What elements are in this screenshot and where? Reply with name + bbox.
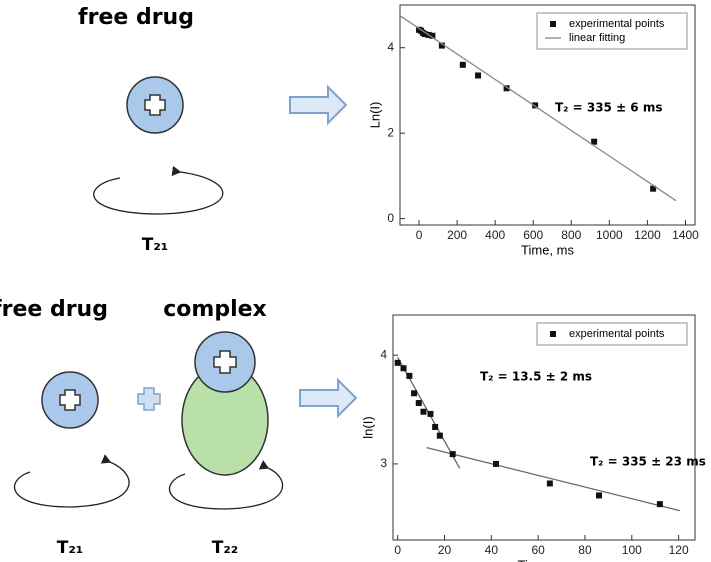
complex	[181, 331, 269, 476]
rotation-arrow	[93, 165, 224, 215]
annotation: T₂ = 13.5 ± 2 ms	[480, 370, 592, 384]
plot-frame	[392, 314, 696, 541]
data-point	[493, 460, 500, 467]
x-tick-label: 1200	[634, 228, 661, 242]
drug-molecule	[126, 76, 184, 134]
period: T₂₁	[142, 235, 169, 255]
data-point	[650, 185, 657, 192]
fit-line	[426, 446, 680, 512]
data-point	[415, 400, 422, 407]
x-tick-label: 600	[523, 228, 543, 242]
rotation-arrow	[13, 454, 130, 508]
arrow	[289, 84, 348, 126]
annotation: T₂ = 335 ± 6 ms	[555, 101, 662, 115]
period: T₂₁	[57, 538, 84, 558]
label: complex	[163, 297, 266, 322]
plot-frame	[399, 4, 696, 226]
data-point	[421, 31, 428, 38]
y-tick-label: 4	[387, 40, 394, 54]
label: free drug	[78, 5, 194, 30]
data-point	[546, 480, 553, 487]
data-point	[400, 365, 407, 372]
x-tick-label: 800	[561, 228, 581, 242]
data-point	[475, 72, 482, 79]
fit-line	[399, 15, 677, 202]
legend-label: experimental points	[569, 328, 665, 340]
data-point	[449, 451, 456, 458]
legend-swatch	[550, 21, 556, 27]
label: free drug	[0, 297, 108, 322]
y-tick-label: 2	[387, 125, 394, 139]
data-point	[596, 492, 603, 499]
x-axis-label: Time, ms	[521, 242, 574, 257]
x-tick-label: 1000	[596, 228, 623, 242]
y-tick-label: 3	[380, 456, 387, 470]
x-tick-label: 0	[394, 543, 401, 557]
annotation: T₂ = 335 ± 23 ms	[590, 455, 706, 469]
data-point	[420, 408, 427, 415]
y-tick-label: 0	[387, 211, 394, 225]
legend-label: linear fitting	[569, 32, 625, 44]
x-tick-label: 60	[531, 543, 545, 557]
data-point	[591, 138, 598, 145]
data-point	[656, 501, 663, 508]
data-point	[411, 390, 418, 397]
legend-label: experimental points	[569, 18, 665, 30]
plus	[137, 387, 161, 411]
data-point	[429, 32, 436, 39]
y-axis-label: Ln(I)	[367, 102, 382, 129]
data-point	[427, 410, 434, 417]
data-point	[438, 42, 445, 49]
x-tick-label: 200	[447, 228, 467, 242]
x-tick-label: 1400	[672, 228, 699, 242]
legend-box	[536, 322, 688, 346]
data-point	[394, 359, 401, 366]
drug-molecule	[41, 371, 99, 429]
y-tick-label: 4	[380, 347, 387, 361]
x-tick-label: 400	[485, 228, 505, 242]
data-point	[432, 423, 439, 430]
x-tick-label: 120	[669, 543, 689, 557]
x-tick-label: 20	[438, 543, 452, 557]
period: T₂₂	[212, 538, 239, 558]
data-point	[532, 102, 539, 109]
x-tick-label: 0	[416, 228, 423, 242]
data-point	[503, 85, 510, 92]
x-axis-label: Time, ms	[518, 557, 571, 562]
data-point	[436, 432, 443, 439]
x-tick-label: 80	[578, 543, 592, 557]
y-axis-label: ln(I)	[360, 416, 375, 438]
x-tick-label: 100	[622, 543, 642, 557]
arrow	[299, 377, 358, 419]
data-point	[406, 372, 413, 379]
legend-swatch	[550, 331, 556, 337]
legend-box	[536, 12, 688, 50]
rotation-arrow	[168, 460, 284, 510]
data-point	[459, 61, 466, 68]
x-tick-label: 40	[485, 543, 499, 557]
